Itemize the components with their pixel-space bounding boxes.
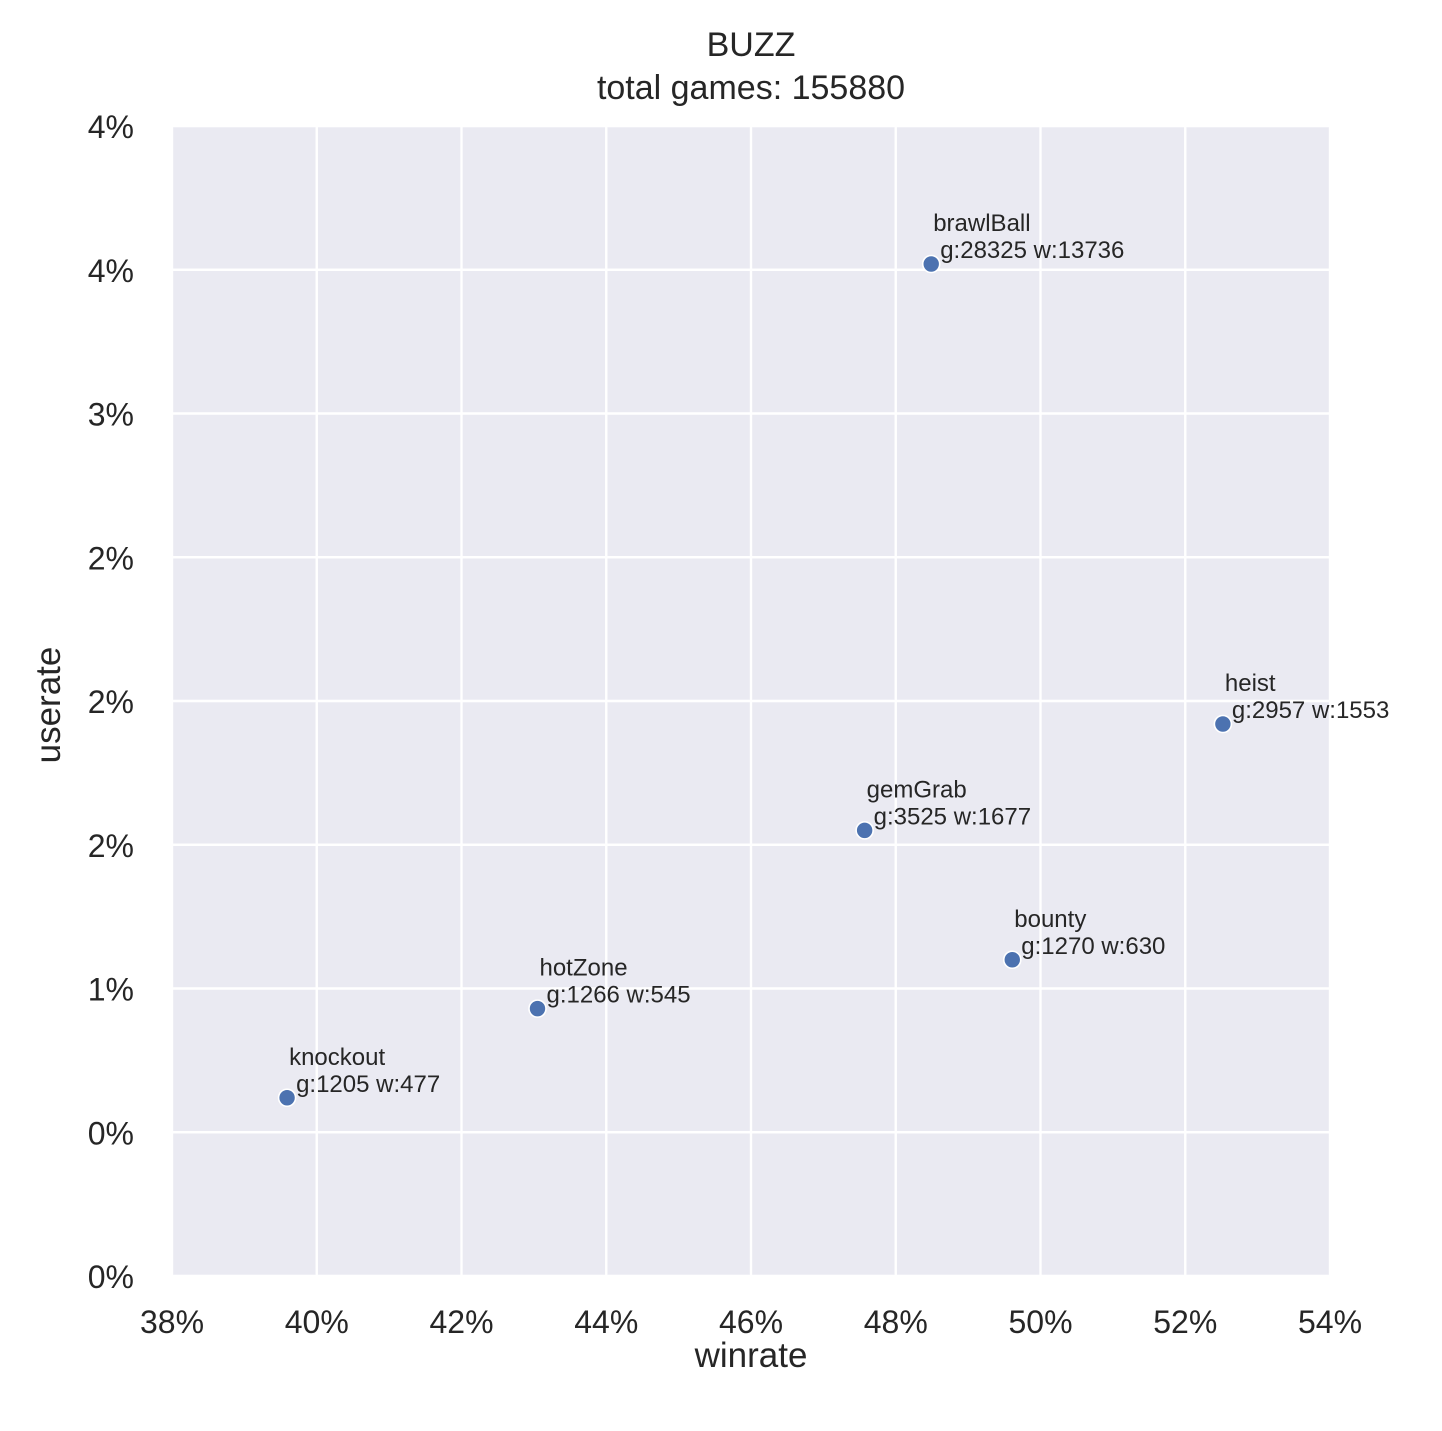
data-point-heist bbox=[1213, 714, 1233, 734]
point-label-knockout: knockout bbox=[289, 1044, 385, 1071]
x-tick-label: 42% bbox=[429, 1304, 493, 1340]
point-label-hotZone: hotZone bbox=[539, 955, 627, 982]
y-tick-label: 4% bbox=[88, 253, 134, 289]
data-point-brawlBall bbox=[921, 254, 941, 274]
y-tick-label: 0% bbox=[88, 1259, 134, 1295]
y-tick-label: 2% bbox=[88, 684, 134, 720]
x-tick-label: 38% bbox=[140, 1304, 204, 1340]
y-tick-label: 3% bbox=[88, 397, 134, 433]
y-tick-label: 2% bbox=[88, 828, 134, 864]
point-label-heist: heist bbox=[1225, 670, 1276, 697]
y-tick-label: 2% bbox=[88, 540, 134, 576]
point-stats-brawlBall: g:28325 w:13736 bbox=[940, 237, 1124, 264]
y-tick-label: 0% bbox=[88, 1115, 134, 1151]
data-point-knockout bbox=[277, 1088, 297, 1108]
x-axis-label: winrate bbox=[694, 1336, 808, 1375]
x-tick-label: 54% bbox=[1298, 1304, 1362, 1340]
point-stats-bounty: g:1270 w:630 bbox=[1021, 933, 1165, 960]
point-label-brawlBall: brawlBall bbox=[933, 210, 1030, 237]
point-label-gemGrab: gemGrab bbox=[867, 776, 967, 803]
y-tick-label: 4% bbox=[88, 109, 134, 145]
x-tick-labels: 38% 40% 42% 44% 46% 48% 50% 52% 54% bbox=[140, 1304, 1362, 1340]
data-points bbox=[277, 254, 1233, 1108]
y-axis-label: userate bbox=[29, 647, 68, 764]
grid-lines bbox=[170, 124, 1332, 1278]
point-stats-hotZone: g:1266 w:545 bbox=[546, 982, 690, 1009]
x-tick-label: 50% bbox=[1008, 1304, 1072, 1340]
chart-title: BUZZ bbox=[707, 26, 796, 64]
point-stats-gemGrab: g:3525 w:1677 bbox=[874, 803, 1031, 830]
x-tick-label: 48% bbox=[864, 1304, 928, 1340]
x-tick-label: 52% bbox=[1153, 1304, 1217, 1340]
y-tick-labels: 0% 0% 1% 2% 2% 2% 3% 4% 4% bbox=[88, 109, 134, 1295]
x-tick-label: 40% bbox=[285, 1304, 349, 1340]
chart-subtitle: total games: 155880 bbox=[597, 69, 905, 107]
data-point-bounty bbox=[1002, 950, 1022, 970]
x-tick-label: 46% bbox=[719, 1304, 783, 1340]
data-point-gemGrab bbox=[855, 821, 874, 840]
point-label-bounty: bounty bbox=[1014, 906, 1086, 933]
y-tick-label: 1% bbox=[88, 972, 134, 1008]
point-stats-heist: g:2957 w:1553 bbox=[1232, 697, 1389, 724]
data-point-hotZone bbox=[528, 999, 547, 1018]
x-tick-label: 44% bbox=[574, 1304, 638, 1340]
point-stats-knockout: g:1205 w:477 bbox=[296, 1071, 440, 1098]
